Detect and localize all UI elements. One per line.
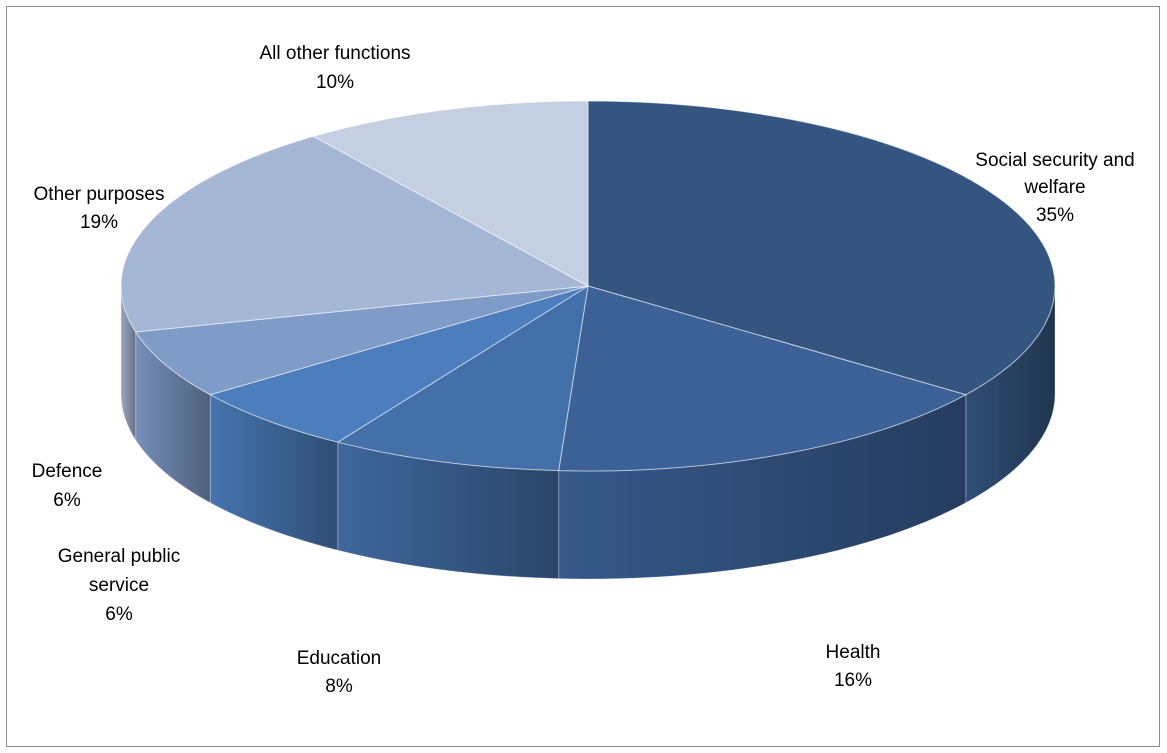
pie-top-faces	[120, 100, 1056, 472]
slice-value-label: 19%	[80, 212, 118, 233]
pie-slice-all-other-functions	[312, 100, 589, 287]
chart-frame: Social security and welfare 35% Health 16% Ed…	[6, 6, 1160, 747]
slice-label-all-other-functions: All other functions 10%	[259, 43, 410, 93]
pie-slice-health	[558, 285, 968, 472]
slice-value-label: 6%	[53, 490, 81, 511]
pie-slice-other-purposes	[120, 135, 590, 333]
slice-value-label: 35%	[1036, 205, 1074, 226]
pie-chart: Social security and welfare 35% Health 16% Ed…	[32, 43, 1135, 697]
slice-label-health: Health 16%	[826, 642, 881, 691]
pie-slice-defence	[134, 285, 589, 396]
slice-value-label: 6%	[105, 604, 133, 625]
pie-slice-general-public-service	[208, 285, 589, 443]
pie-slice-education	[336, 284, 589, 472]
slice-name-label: Education	[297, 648, 382, 669]
slice-value-label: 16%	[834, 670, 872, 691]
slice-name-label: All other functions	[259, 43, 410, 64]
pie-side-walls	[120, 285, 1056, 580]
slice-label-education: Education 8%	[297, 648, 382, 697]
slice-name-label: Health	[826, 642, 881, 663]
slice-name-label: welfare	[1023, 177, 1085, 198]
slice-name-label: Social security and	[975, 150, 1134, 171]
slice-name-label: service	[89, 575, 149, 596]
slice-name-label: Defence	[32, 461, 103, 482]
slice-label-social-security-and-welfare: Social security and welfare 35%	[975, 150, 1134, 226]
slice-value-label: 10%	[316, 72, 354, 93]
slice-label-defence: Defence 6%	[32, 461, 103, 511]
slice-name-label: General public	[58, 546, 181, 567]
slice-label-other-purposes: Other purposes 19%	[34, 184, 165, 233]
slice-value-label: 8%	[325, 676, 353, 697]
slice-name-label: Other purposes	[34, 184, 165, 205]
pie-slice-social-security-and-welfare	[587, 100, 1056, 396]
slice-labels: Social security and welfare 35% Health 16% Ed…	[32, 43, 1135, 697]
slice-label-general-public-service: General public service 6%	[58, 546, 181, 625]
